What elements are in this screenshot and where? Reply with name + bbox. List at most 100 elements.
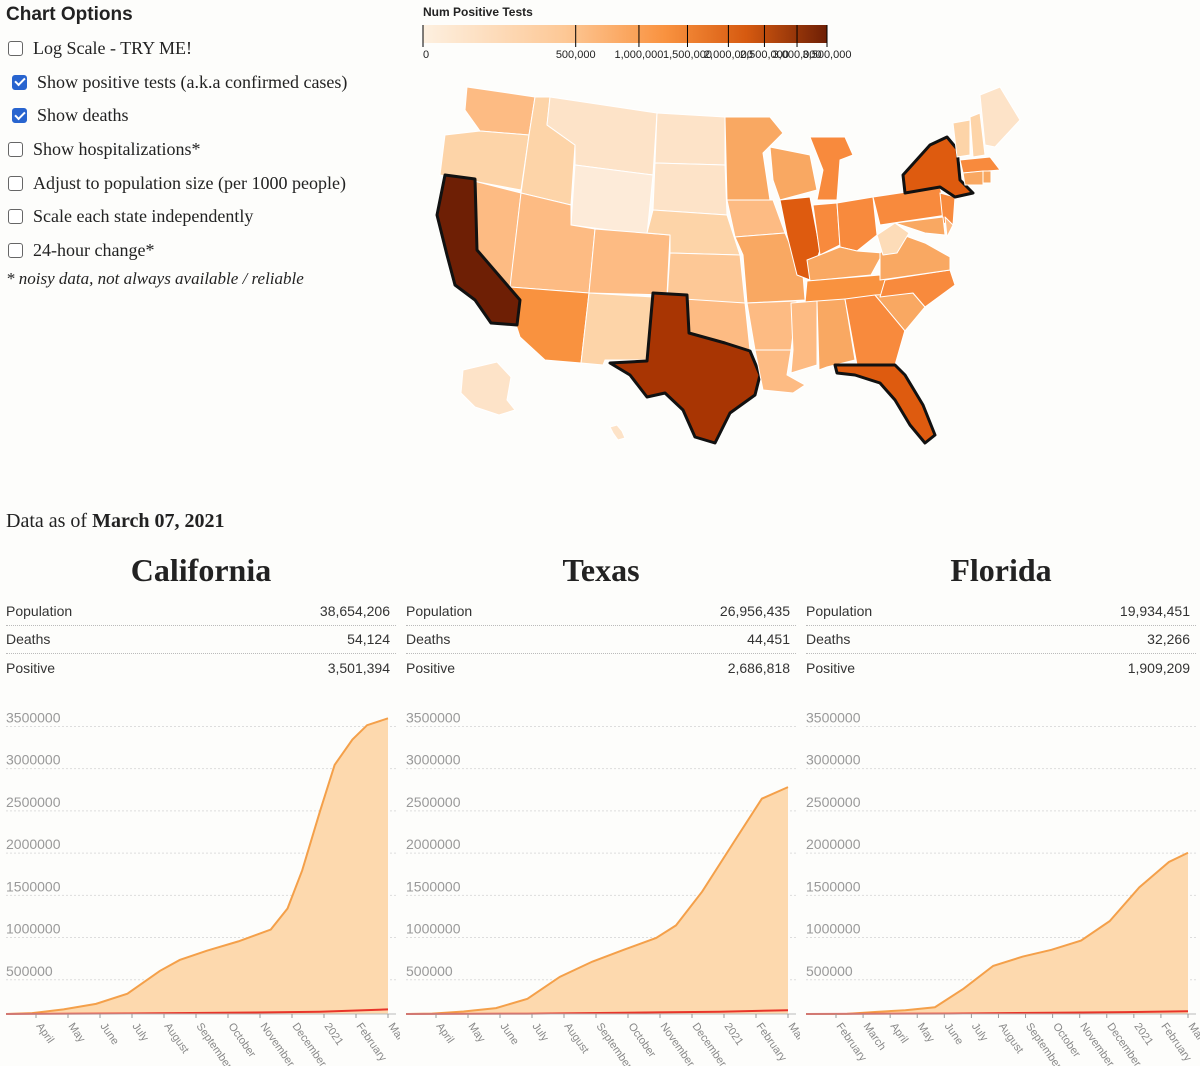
state-stats: Population 26,956,435 Deaths 44,451 Positi… bbox=[406, 597, 796, 683]
scale-independently-checkbox[interactable] bbox=[8, 209, 23, 225]
state-mississippi[interactable] bbox=[790, 300, 818, 374]
y-tick-label: 1500000 bbox=[806, 878, 861, 894]
state-ohio[interactable] bbox=[836, 196, 878, 252]
state-wisconsin[interactable] bbox=[769, 146, 818, 201]
x-tick-label: July bbox=[969, 1021, 990, 1044]
positive-area bbox=[806, 852, 1188, 1014]
state-alaska[interactable] bbox=[460, 361, 516, 416]
stat-label: Population bbox=[6, 602, 73, 619]
stat-value: 54,124 bbox=[347, 631, 390, 648]
stat-value: 3,501,394 bbox=[327, 660, 390, 677]
x-tick-label: August bbox=[562, 1021, 591, 1056]
stat-label: Positive bbox=[406, 660, 456, 677]
x-tick-label: October bbox=[226, 1021, 258, 1060]
state-california[interactable] bbox=[435, 173, 522, 327]
x-tick-label: March bbox=[786, 1021, 800, 1053]
show-positive-checkbox[interactable] bbox=[12, 74, 27, 90]
show-deaths-option[interactable]: Show deaths bbox=[6, 99, 406, 133]
state-rhode-island[interactable] bbox=[982, 170, 992, 184]
legend-gradient-bar bbox=[423, 25, 827, 43]
x-tick-label: August bbox=[162, 1021, 191, 1056]
state-colorado[interactable] bbox=[588, 228, 671, 296]
state-connecticut[interactable] bbox=[962, 170, 984, 186]
daily-change-option[interactable]: 24-hour change* bbox=[6, 234, 406, 268]
log-scale-option[interactable]: Log Scale - TRY ME! bbox=[6, 32, 406, 66]
state-south-dakota[interactable] bbox=[652, 162, 728, 216]
state-delaware[interactable] bbox=[944, 216, 954, 238]
state-north-dakota[interactable] bbox=[654, 112, 726, 166]
state-chart-texas: 3500000 3000000 2500000 2000000 1500000 10000… bbox=[406, 709, 800, 1066]
stat-label: Deaths bbox=[406, 631, 451, 648]
state-stats: Population 19,934,451 Deaths 32,266 Positi… bbox=[806, 597, 1196, 683]
stat-label: Population bbox=[806, 602, 873, 619]
positive-area bbox=[406, 787, 788, 1014]
x-tick-label: August bbox=[996, 1021, 1025, 1056]
scale-independently-option[interactable]: Scale each state independently bbox=[6, 200, 406, 234]
state-arizona[interactable] bbox=[509, 286, 590, 364]
log-scale-label: Log Scale - TRY ME! bbox=[33, 38, 192, 59]
y-tick-label: 1000000 bbox=[6, 921, 61, 937]
state-vermont[interactable] bbox=[952, 119, 971, 158]
state-maine[interactable] bbox=[979, 86, 1021, 148]
state-louisiana[interactable] bbox=[754, 349, 806, 394]
stat-row-deaths: Deaths 54,124 bbox=[6, 626, 396, 655]
positive-line bbox=[406, 786, 789, 1015]
adjust-population-option[interactable]: Adjust to population size (per 1000 peop… bbox=[6, 166, 406, 200]
state-hawaii[interactable] bbox=[609, 424, 626, 441]
x-tick-label: May bbox=[466, 1021, 488, 1045]
stat-value: 2,686,818 bbox=[727, 660, 790, 677]
state-iowa[interactable] bbox=[726, 199, 786, 238]
x-tick-label: April bbox=[888, 1021, 910, 1046]
adjust-population-checkbox[interactable] bbox=[8, 175, 23, 191]
y-tick-label: 2500000 bbox=[406, 794, 461, 810]
stat-value: 19,934,451 bbox=[1119, 602, 1190, 619]
show-hospitalizations-option[interactable]: Show hospitalizations* bbox=[6, 133, 406, 167]
stat-value: 1,909,209 bbox=[1127, 660, 1190, 677]
x-tick-label: May bbox=[915, 1021, 937, 1045]
show-deaths-checkbox[interactable] bbox=[12, 108, 27, 124]
stat-label: Deaths bbox=[6, 631, 51, 648]
y-tick-label: 1500000 bbox=[6, 878, 61, 894]
x-tick-label: April bbox=[34, 1021, 56, 1046]
show-positive-label: Show positive tests (a.k.a confirmed cas… bbox=[37, 71, 348, 92]
state-maryland[interactable] bbox=[894, 216, 946, 236]
y-tick-label: 2000000 bbox=[806, 836, 861, 852]
data-date-prefix: Data as of bbox=[6, 510, 93, 532]
y-tick-label: 2500000 bbox=[6, 794, 61, 810]
legend-tick-label: 1,500,000 bbox=[663, 49, 712, 61]
state-washington[interactable] bbox=[464, 86, 536, 136]
state-arkansas[interactable] bbox=[746, 300, 798, 351]
y-tick-label: 3500000 bbox=[406, 709, 461, 725]
us-choropleth-map[interactable] bbox=[425, 75, 1035, 455]
state-panel-texas: Texas Population 26,956,435 Deaths 44,451 … bbox=[406, 548, 800, 1066]
x-tick-label: June bbox=[942, 1021, 966, 1047]
log-scale-checkbox[interactable] bbox=[8, 41, 23, 57]
state-new-york[interactable] bbox=[901, 135, 975, 199]
show-deaths-label: Show deaths bbox=[37, 105, 129, 126]
state-new-mexico[interactable] bbox=[580, 292, 654, 366]
legend-tick-label: 3,500,000 bbox=[803, 49, 852, 61]
stat-label: Positive bbox=[806, 660, 856, 677]
show-hospitalizations-checkbox[interactable] bbox=[8, 142, 23, 158]
x-tick-label: June bbox=[498, 1021, 522, 1047]
state-texas[interactable] bbox=[608, 291, 762, 445]
legend-tick-label: 500,000 bbox=[556, 49, 596, 61]
stat-row-positive: Positive 1,909,209 bbox=[806, 654, 1196, 683]
adjust-population-label: Adjust to population size (per 1000 peop… bbox=[33, 172, 346, 193]
state-west-virginia[interactable] bbox=[876, 222, 910, 256]
stat-row-positive: Positive 3,501,394 bbox=[6, 654, 396, 683]
daily-change-checkbox[interactable] bbox=[8, 242, 23, 258]
state-wyoming[interactable] bbox=[570, 164, 654, 236]
x-tick-label: July bbox=[130, 1021, 151, 1044]
state-new-hampshire[interactable] bbox=[969, 112, 986, 158]
show-positive-option[interactable]: Show positive tests (a.k.a confirmed cas… bbox=[6, 66, 406, 100]
legend-tick-label: 2,000,000 bbox=[704, 49, 753, 61]
state-florida[interactable] bbox=[833, 363, 937, 445]
positive-line bbox=[806, 851, 1189, 1015]
data-date-line: Data as of March 07, 2021 bbox=[6, 510, 224, 533]
state-panel-florida: Florida Population 19,934,451 Deaths 32,26… bbox=[806, 548, 1200, 1066]
state-massachusetts[interactable] bbox=[959, 156, 1001, 174]
state-michigan[interactable] bbox=[809, 136, 854, 201]
y-tick-label: 3500000 bbox=[806, 709, 861, 725]
show-hospitalizations-label: Show hospitalizations* bbox=[33, 139, 201, 160]
